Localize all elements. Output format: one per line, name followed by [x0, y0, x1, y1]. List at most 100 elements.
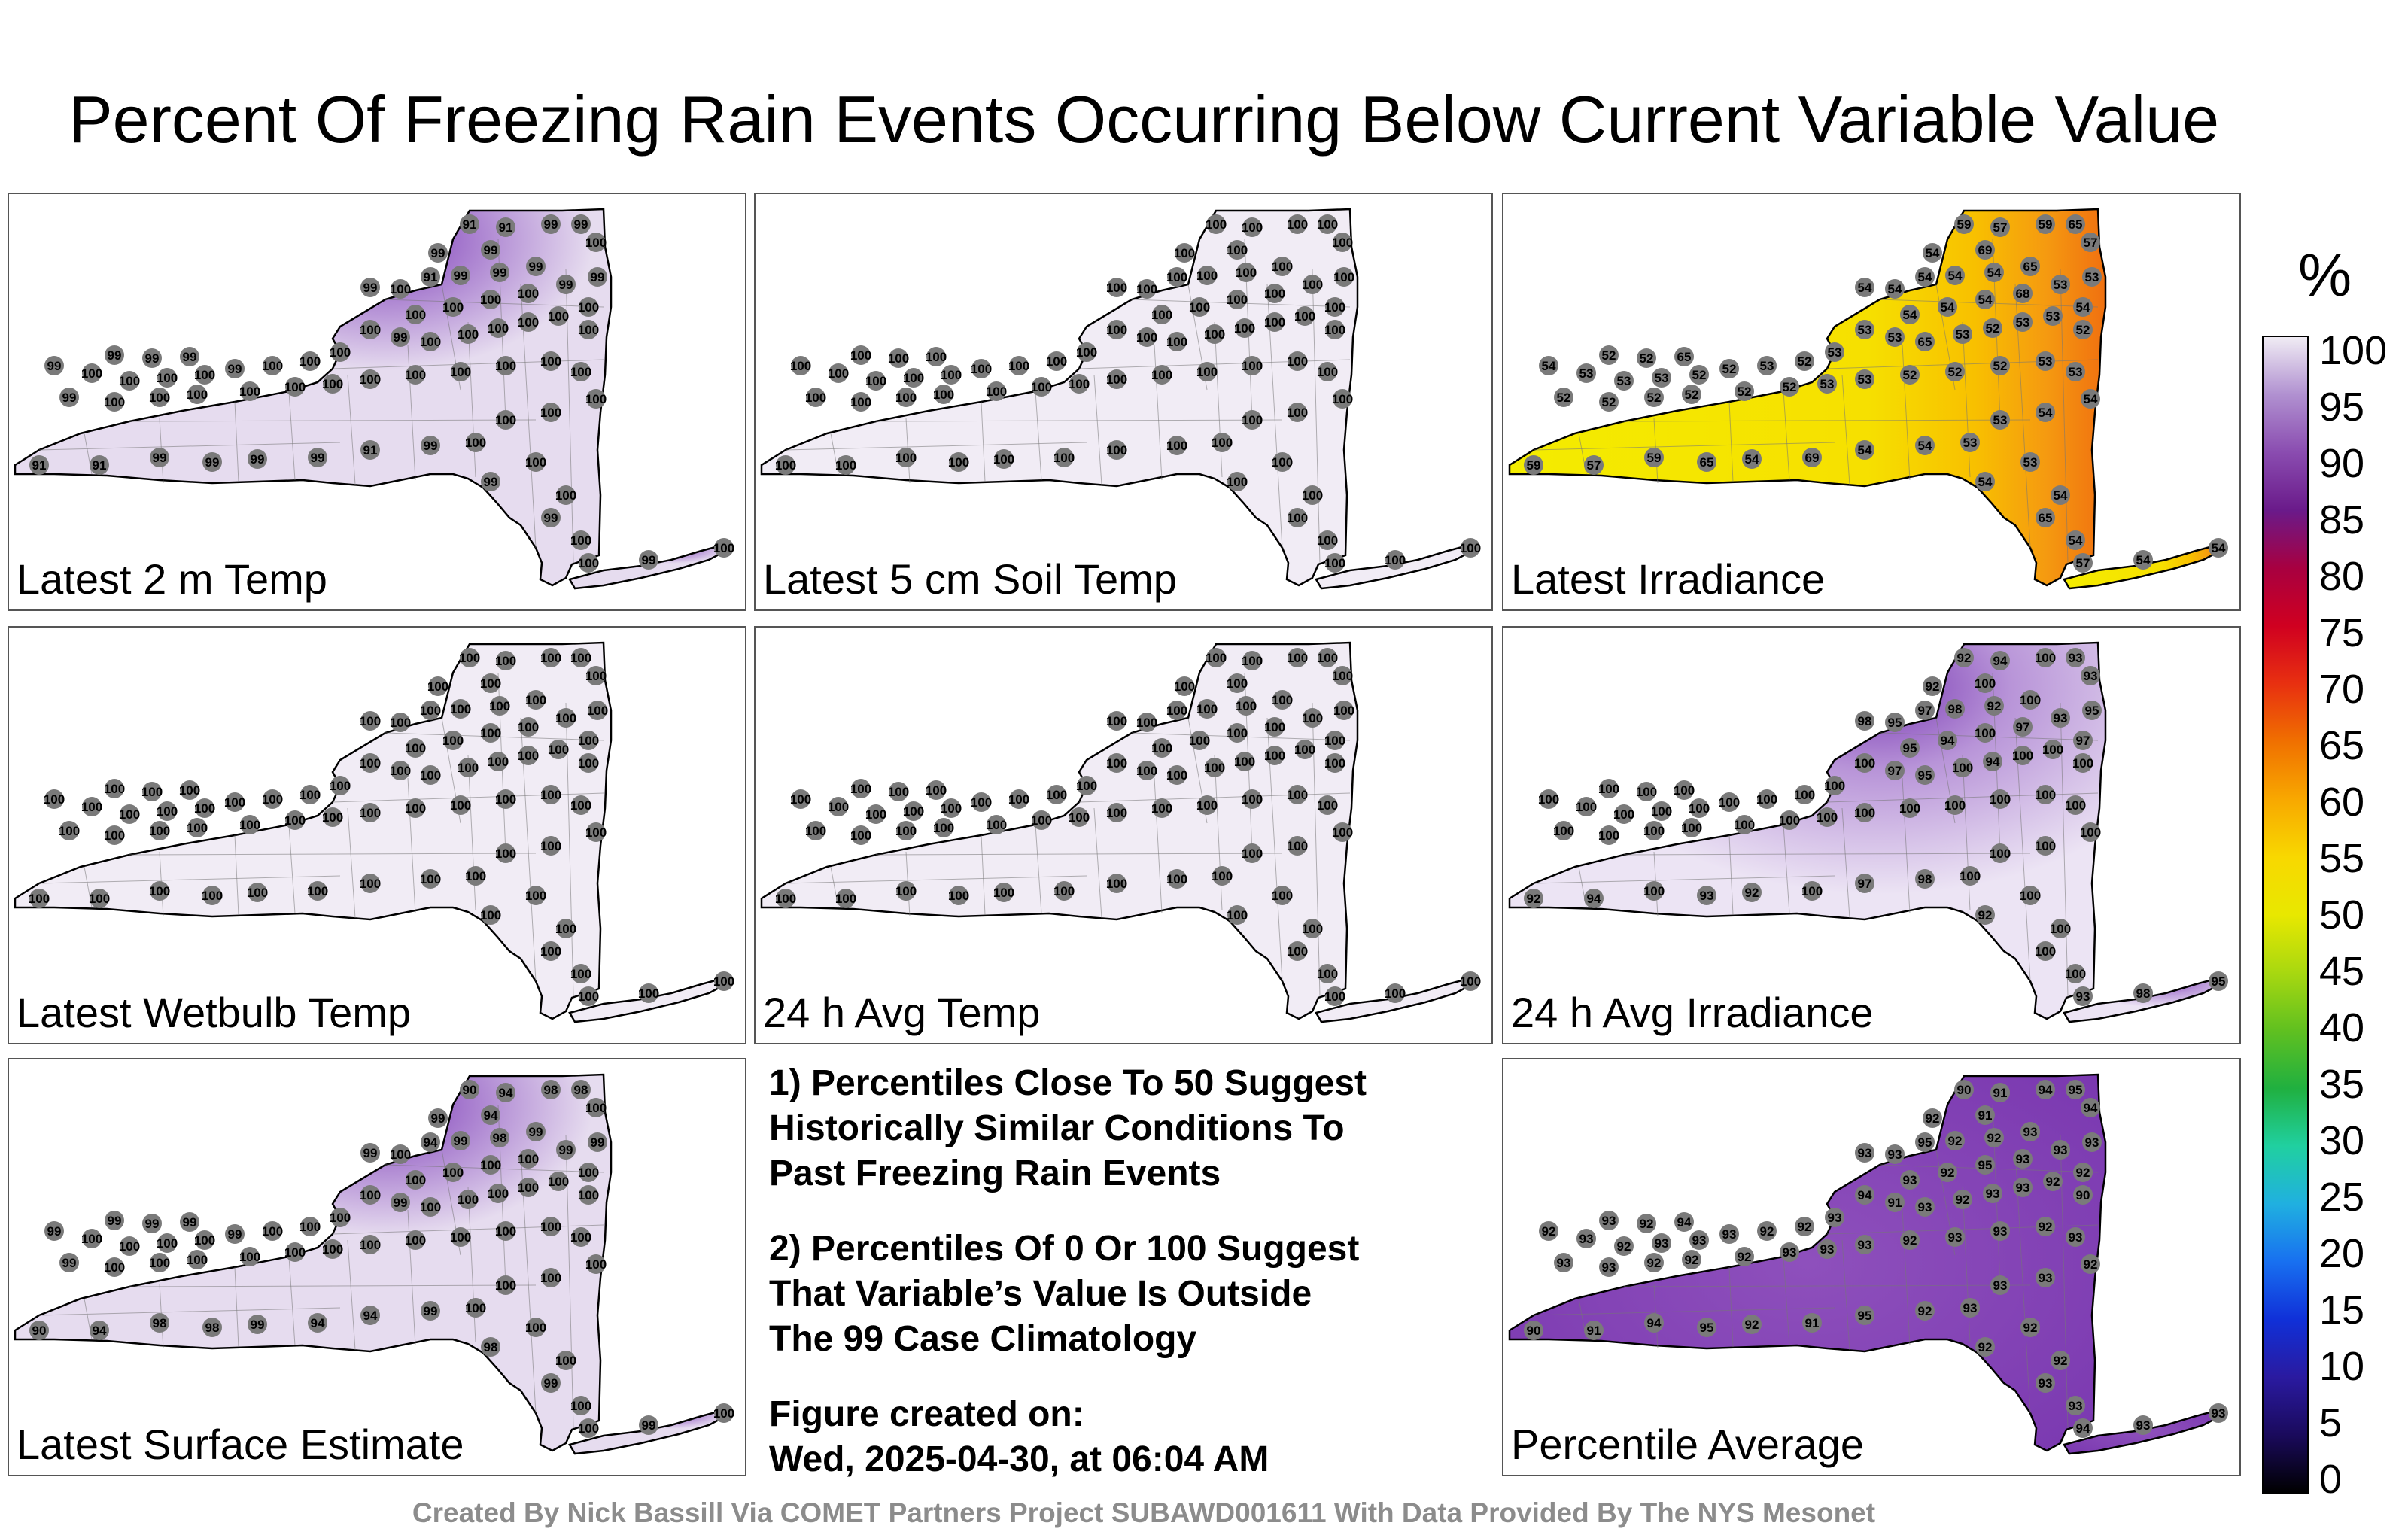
station-value: 100	[1302, 922, 1323, 936]
station-value: 100	[104, 828, 125, 843]
station-value: 100	[2065, 967, 2086, 981]
station-value: 99	[363, 1146, 378, 1160]
station-marker: 100	[888, 348, 909, 368]
created-timestamp: Wed, 2025-04-30, at 06:04 AM	[769, 1439, 1269, 1479]
station-marker: 95	[1915, 1132, 1935, 1152]
station-marker: 53	[1885, 327, 1905, 347]
station-marker: 93	[2036, 1373, 2055, 1393]
station-value: 100	[2080, 825, 2101, 840]
station-value: 100	[1227, 475, 1248, 489]
station-marker: 100	[1824, 776, 1845, 795]
station-value: 100	[1324, 989, 1345, 1004]
station-marker: 95	[1900, 738, 1920, 758]
station-value: 100	[119, 1239, 140, 1254]
station-value: 99	[493, 266, 507, 280]
station-value: 99	[454, 269, 468, 283]
station-value: 100	[986, 818, 1007, 832]
station-value: 100	[239, 1250, 260, 1264]
station-value: 100	[1242, 413, 1263, 427]
station-marker: 97	[1915, 701, 1935, 720]
station-value: 100	[790, 792, 811, 807]
station-marker: 100	[525, 452, 546, 472]
station-marker: 100	[1272, 257, 1293, 276]
station-marker: 100	[81, 363, 102, 383]
station-marker: 91	[1990, 1083, 2010, 1102]
station-value: 99	[228, 362, 242, 376]
station-value: 100	[458, 761, 479, 775]
station-value: 100	[1204, 761, 1225, 775]
station-value: 100	[360, 372, 381, 387]
station-marker: 91	[421, 267, 440, 287]
note-2-line: 2) Percentiles Of 0 Or 100 Suggest	[769, 1229, 1360, 1269]
station-value: 100	[1333, 270, 1354, 284]
station-value: 100	[284, 1245, 306, 1260]
station-value: 53	[1617, 374, 1631, 388]
station-value: 100	[850, 782, 871, 796]
station-value: 100	[89, 892, 110, 906]
station-marker: 100	[1287, 785, 1308, 804]
station-marker: 93	[2020, 1122, 2040, 1141]
station-value: 100	[149, 391, 170, 405]
station-marker: 100	[489, 696, 510, 716]
station-value: 100	[194, 801, 215, 816]
station-marker: 100	[1008, 356, 1029, 375]
station-value: 54	[1941, 300, 1955, 315]
station-value: 99	[431, 1111, 445, 1126]
station-marker: 52	[1719, 359, 1739, 378]
station-marker: 100	[1538, 789, 1559, 809]
station-marker: 99	[360, 1143, 380, 1163]
station-marker: 100	[1242, 789, 1263, 809]
station-value: 100	[1166, 270, 1187, 284]
station-marker: 100	[993, 883, 1014, 902]
station-marker: 100	[540, 1217, 561, 1236]
station-value: 97	[2076, 734, 2090, 748]
station-value: 100	[518, 720, 539, 734]
station-marker: 100	[525, 1318, 546, 1337]
station-marker: 100	[1227, 905, 1248, 925]
station-value: 100	[570, 365, 591, 379]
station-marker: 93	[1855, 1143, 1874, 1163]
station-marker: 100	[1287, 403, 1308, 422]
station-value: 100	[299, 354, 321, 369]
panel-label: Latest Irradiance	[1511, 555, 1826, 603]
station-marker: 100	[480, 723, 501, 743]
station-value: 100	[149, 824, 170, 838]
station-marker: 100	[1302, 275, 1323, 294]
station-marker: 100	[239, 381, 260, 401]
station-marker: 99	[481, 472, 500, 491]
station-marker: 100	[495, 356, 516, 375]
station-marker: 92	[2043, 1172, 2063, 1191]
station-marker: 100	[585, 233, 607, 252]
station-marker: 92	[1742, 883, 1762, 902]
panel-label: 24 h Avg Irradiance	[1511, 989, 1874, 1036]
station-marker: 65	[2066, 214, 2085, 234]
station-value: 99	[62, 391, 77, 405]
station-value: 54	[2212, 541, 2226, 555]
station-value: 95	[1858, 1309, 1872, 1323]
station-value: 91	[1587, 1324, 1601, 1338]
station-value: 100	[1166, 335, 1187, 349]
station-value: 100	[578, 1188, 599, 1202]
panel-label: Latest Wetbulb Temp	[17, 989, 412, 1036]
station-value: 92	[1941, 1166, 1955, 1180]
station-marker: 100	[548, 1172, 569, 1191]
station-value: 99	[62, 1256, 77, 1270]
station-value: 100	[360, 1188, 381, 1202]
station-marker: 69	[1975, 240, 1995, 260]
station-value: 90	[32, 1324, 47, 1338]
station-marker: 93	[1983, 1184, 2002, 1203]
station-value: 53	[1820, 377, 1835, 391]
station-value: 99	[394, 330, 408, 345]
station-marker: 100	[1460, 971, 1481, 991]
station-value: 95	[2085, 704, 2099, 718]
station-marker: 94	[308, 1313, 327, 1333]
station-marker: 54	[2133, 550, 2153, 570]
station-value: 100	[1674, 783, 1695, 798]
station-value: 93	[2016, 1152, 2030, 1166]
station-value: 95	[1903, 741, 1917, 755]
note-2: 2) Percentiles Of 0 Or 100 Suggest That …	[769, 1226, 1491, 1362]
station-marker: 100	[1076, 776, 1097, 795]
station-marker: 100	[194, 1230, 215, 1250]
station-marker: 100	[1069, 374, 1090, 394]
station-value: 100	[1174, 679, 1195, 694]
